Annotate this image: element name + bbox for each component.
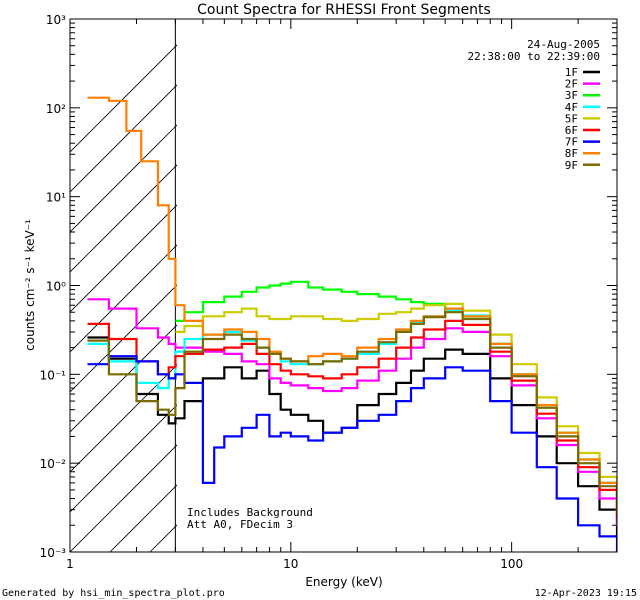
x-tick-labels: 1 10 100 (66, 557, 523, 571)
hatch-line (70, 364, 177, 473)
series-5f (175, 302, 617, 511)
annotation-background: Includes Background (187, 506, 313, 519)
annotation-attenuator: Att A0, FDecim 3 (187, 518, 293, 531)
series-group (87, 96, 617, 552)
x-axis-label: Energy (keV) (305, 575, 382, 589)
legend-label-8f: 8F (565, 147, 578, 160)
hatch-line (70, 444, 177, 552)
legend-label-1f: 1F (565, 66, 578, 79)
legend-label-4f: 4F (565, 101, 578, 114)
y-tick-label: 10⁰ (46, 280, 66, 294)
hatch-line (70, 244, 177, 353)
series-9f (87, 311, 617, 514)
series-7f (87, 355, 617, 552)
time-range-label: 22:38:00 to 22:39:00 (468, 50, 600, 63)
timestamp-label: 12-Apr-2023 19:15 (535, 588, 637, 599)
x-tick-label: 10 (283, 557, 298, 571)
legend-label-2f: 2F (565, 78, 578, 91)
y-tick-label: 10³ (46, 13, 66, 27)
y-tick-label: 10¹ (46, 191, 66, 205)
chart-title: Count Spectra for RHESSI Front Segments (197, 2, 491, 18)
plot-frame (69, 18, 618, 553)
axis-ticks (69, 18, 618, 553)
legend-label-3f: 3F (565, 89, 578, 102)
y-tick-label: 10⁻² (40, 457, 67, 471)
hatch-line (70, 204, 177, 313)
legend-label-6f: 6F (565, 124, 578, 137)
hatch-line (70, 84, 177, 193)
hatch-line (70, 44, 177, 153)
x-tick-label: 100 (500, 557, 523, 571)
hatch-line (70, 404, 177, 513)
y-axis-label: counts cm⁻² s⁻¹ keV⁻¹ (23, 219, 37, 351)
y-tick-label: 10⁻³ (40, 546, 67, 560)
series-8f (87, 96, 617, 511)
x-tick-label: 1 (66, 557, 74, 571)
legend-label-5f: 5F (565, 112, 578, 125)
legend-label-7f: 7F (565, 136, 578, 149)
series-6f (87, 319, 617, 518)
y-tick-label: 10⁻¹ (40, 368, 67, 382)
legend-label-9f: 9F (565, 159, 578, 172)
generated-by-label: Generated by hsi_min_spectra_plot.pro (2, 588, 225, 599)
date-label: 24-Aug-2005 (527, 38, 600, 51)
y-tick-labels: 10⁻³ 10⁻² 10⁻¹ 10⁰ 10¹ 10² 10³ (40, 13, 67, 560)
y-tick-label: 10² (46, 102, 66, 116)
